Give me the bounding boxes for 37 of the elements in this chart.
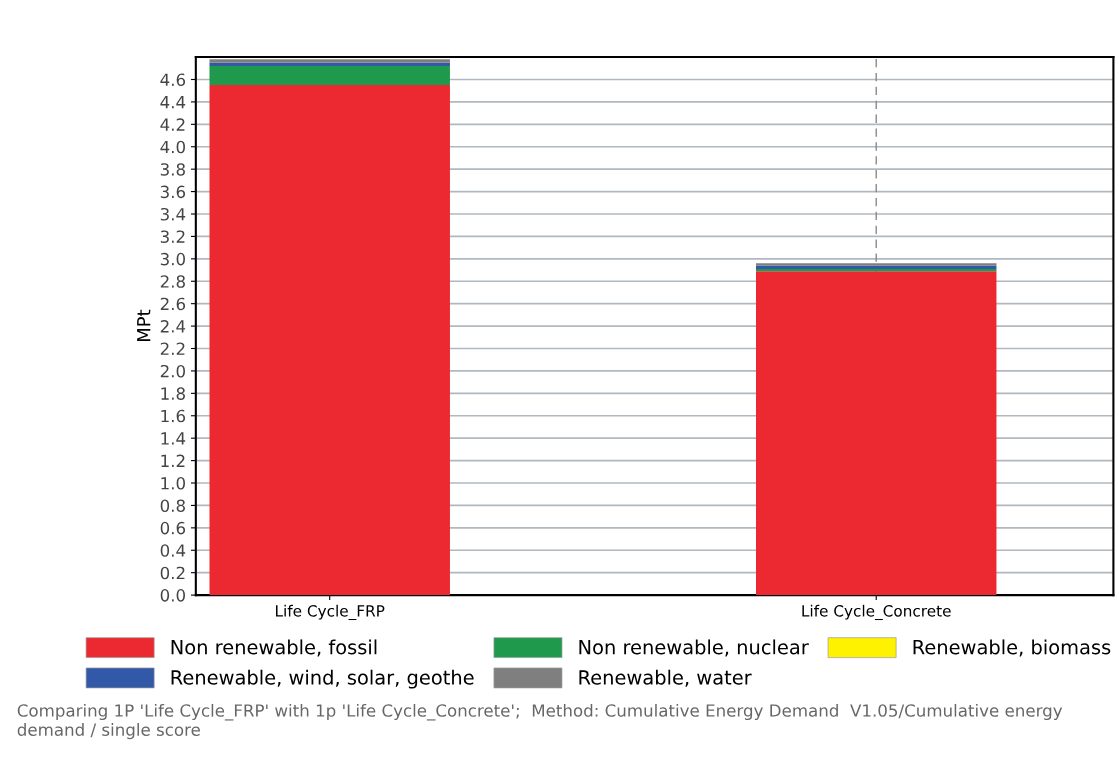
y-tick-label: 3.8 — [160, 163, 185, 176]
bar — [755, 271, 997, 596]
legend-label: Renewable, biomass — [913, 639, 1111, 657]
y-tick-label: 3.6 — [160, 185, 186, 199]
y-tick-label: 0.2 — [160, 566, 185, 580]
legend-label: Renewable, wind, solar, geothe — [171, 669, 474, 689]
y-tick-label: 1.4 — [161, 432, 186, 445]
y-tick-label: 2.4 — [160, 320, 186, 333]
y-axis-title: MPt — [137, 309, 151, 342]
y-tick-label: 2.0 — [160, 364, 185, 378]
y-tick-label: 2.6 — [160, 297, 186, 311]
y-tick-label: 0.4 — [160, 544, 186, 557]
y-tick-label: 3.4 — [160, 207, 186, 221]
y-tick-label: 4.6 — [160, 73, 186, 87]
y-tick-label: 1.6 — [161, 409, 186, 423]
y-tick-label: 1.8 — [161, 387, 185, 400]
y-tick-label: 2.2 — [160, 342, 185, 355]
y-tick-label: 1.0 — [161, 476, 185, 490]
bar — [209, 85, 450, 596]
x-tick-label: Life Cycle_Concrete — [802, 604, 951, 621]
text: Comparing 1P 'Life Cycle_FRP' with 1p 'Life Cycle_Concrete'; Method: Cumulative Energy Demand V1.05/Cumulative energy demand / single score — [17, 703, 1063, 740]
y-tick-label: 3.0 — [160, 252, 185, 266]
y-tick-label: 0.0 — [160, 589, 185, 602]
legend-label: Non renewable, fossil — [171, 639, 377, 657]
y-tick-label: 4.2 — [160, 118, 185, 131]
y-tick-label: 4.0 — [160, 140, 185, 154]
x-tick-label: Life Cycle_FRP — [276, 604, 385, 621]
y-tick-label: 0.8 — [160, 499, 185, 512]
y-tick-label: 4.4 — [160, 96, 186, 109]
y-tick-label: 3.2 — [160, 230, 185, 243]
y-tick-label: 1.2 — [161, 454, 185, 467]
y-tick-label: 0.6 — [160, 521, 186, 535]
legend-label: Non renewable, nuclear — [579, 639, 809, 657]
legend-label: Renewable, water — [579, 669, 752, 687]
bar — [209, 66, 450, 86]
y-tick-label: 2.8 — [160, 275, 185, 288]
bar — [209, 59, 450, 63]
